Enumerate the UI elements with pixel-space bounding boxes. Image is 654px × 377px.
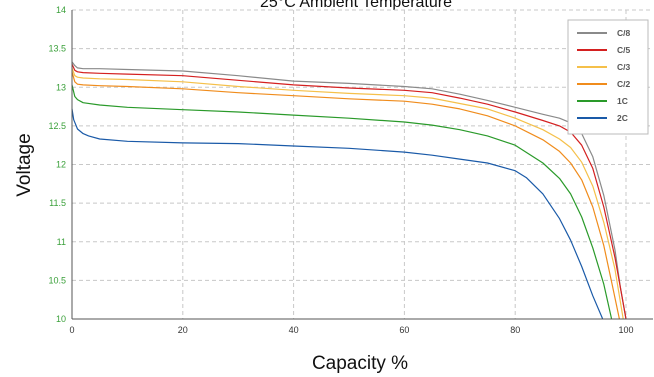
y-tick-label: 12 bbox=[56, 160, 66, 170]
series-line-5 bbox=[71, 84, 613, 320]
series-line-6 bbox=[71, 108, 604, 320]
y-tick-label: 12.5 bbox=[48, 121, 66, 131]
x-axis-ticks: 0 20 40 60 80 100 bbox=[69, 325, 633, 335]
x-tick-label: 40 bbox=[289, 325, 299, 335]
y-axis-label: Voltage bbox=[14, 133, 35, 196]
data-series bbox=[71, 61, 627, 320]
chart-title: 25°C Ambient Temperature bbox=[260, 0, 452, 11]
y-axis-ticks: 10 10.5 11 11.5 12 12.5 13 13.5 14 bbox=[48, 5, 66, 324]
x-tick-label: 60 bbox=[399, 325, 409, 335]
x-tick-label: 20 bbox=[178, 325, 188, 335]
legend-label: C/3 bbox=[617, 62, 631, 72]
y-tick-label: 10 bbox=[56, 314, 66, 324]
series-line-1 bbox=[71, 61, 627, 320]
y-tick-label: 11 bbox=[57, 237, 66, 247]
x-tick-label: 0 bbox=[69, 325, 74, 335]
legend-box bbox=[567, 19, 649, 135]
y-tick-label: 11.5 bbox=[49, 198, 66, 208]
x-tick-label: 100 bbox=[618, 325, 633, 335]
legend-label: C/8 bbox=[617, 28, 631, 38]
series-line-2 bbox=[71, 63, 627, 320]
y-tick-label: 10.5 bbox=[48, 275, 66, 285]
legend: C/8 C/5 C/3 C/2 1C 2C bbox=[567, 19, 649, 135]
x-axis-label: Capacity % bbox=[312, 353, 408, 374]
legend-label: C/2 bbox=[617, 79, 631, 89]
legend-label: C/5 bbox=[617, 45, 631, 55]
legend-label: 2C bbox=[617, 113, 628, 123]
y-tick-label: 13.5 bbox=[48, 44, 66, 54]
series-line-4 bbox=[71, 71, 620, 320]
series-line-3 bbox=[71, 67, 624, 320]
legend-label: 1C bbox=[617, 96, 628, 106]
y-tick-label: 14 bbox=[56, 5, 66, 15]
x-tick-label: 80 bbox=[510, 325, 520, 335]
y-tick-label: 13 bbox=[56, 82, 66, 92]
